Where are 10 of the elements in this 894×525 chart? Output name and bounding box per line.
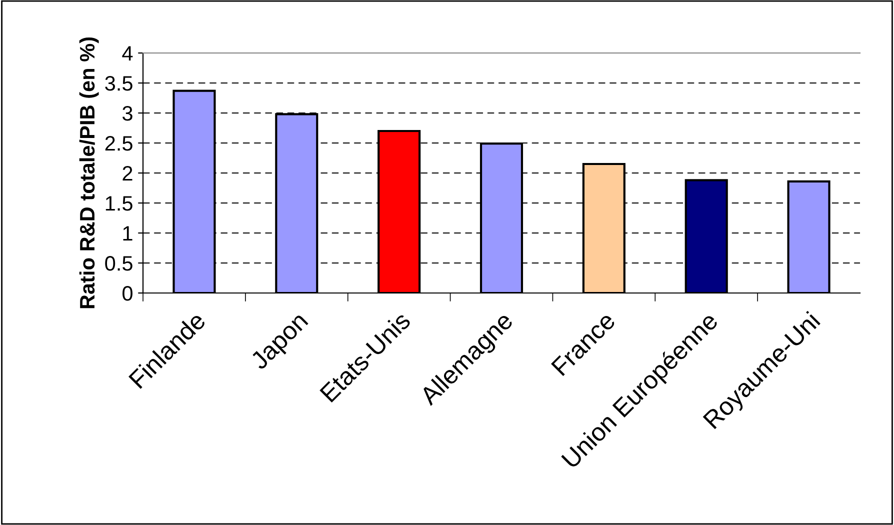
y-tick-label: 0: [122, 286, 132, 301]
y-tick-label: 3.5: [105, 76, 132, 91]
y-tick-label: 0.5: [105, 256, 132, 271]
y-tick-label: 2: [122, 166, 132, 181]
y-axis-title: Ratio R&D totale/PIB (en %): [79, 37, 99, 308]
y-tick-label: 1: [123, 226, 132, 241]
y-tick-label: 3: [122, 106, 132, 121]
y-tick-label: 1.5: [106, 196, 132, 211]
y-tick-label: 2.5: [105, 136, 132, 151]
y-tick-label: 4: [122, 46, 133, 61]
